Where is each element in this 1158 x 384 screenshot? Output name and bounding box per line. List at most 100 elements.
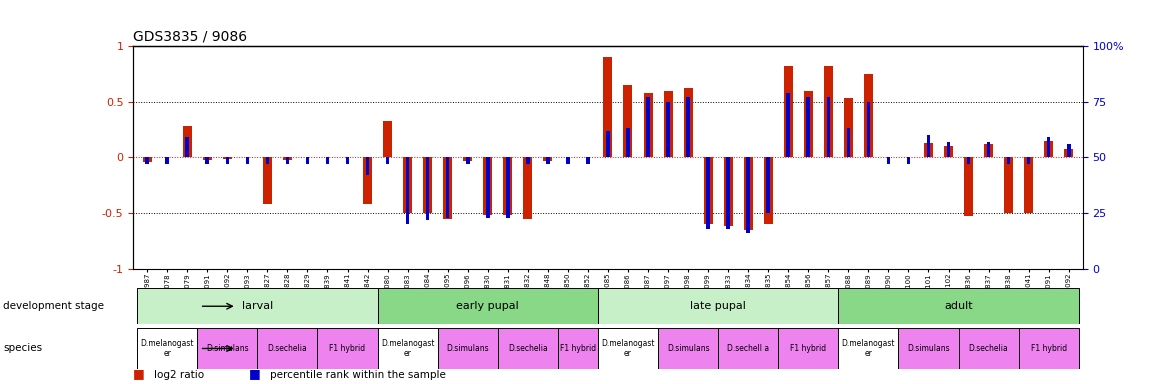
Bar: [687, 97, 690, 157]
Bar: [543, 157, 552, 161]
Bar: [718, 328, 778, 369]
Bar: [423, 157, 432, 213]
Bar: [987, 142, 990, 157]
Bar: [265, 157, 269, 164]
Text: F1 hybrid: F1 hybrid: [559, 344, 596, 353]
Text: log2 ratio: log2 ratio: [154, 370, 204, 380]
Bar: [498, 328, 558, 369]
Bar: [283, 157, 292, 160]
Bar: [137, 328, 197, 369]
Bar: [166, 157, 169, 164]
Bar: [306, 157, 309, 164]
Bar: [724, 157, 733, 227]
Bar: [526, 157, 529, 164]
Bar: [386, 157, 389, 164]
Bar: [1019, 328, 1079, 369]
Text: D.melanogast
er: D.melanogast er: [842, 339, 895, 358]
Bar: [598, 328, 658, 369]
Bar: [226, 157, 229, 164]
Bar: [1045, 141, 1053, 157]
Bar: [205, 157, 210, 164]
Bar: [523, 157, 533, 219]
Bar: [784, 66, 793, 157]
Text: larval: larval: [242, 301, 273, 311]
Bar: [778, 328, 838, 369]
Bar: [1067, 144, 1070, 157]
Text: percentile rank within the sample: percentile rank within the sample: [270, 370, 446, 380]
Text: D.melanogast
er: D.melanogast er: [381, 339, 434, 358]
Bar: [547, 157, 550, 164]
Text: D.simulans: D.simulans: [667, 344, 710, 353]
Text: D.sechelia: D.sechelia: [267, 344, 307, 353]
Bar: [959, 328, 1019, 369]
Bar: [926, 135, 930, 157]
Bar: [963, 157, 973, 217]
Bar: [463, 157, 472, 161]
Bar: [967, 157, 970, 164]
Bar: [1047, 137, 1050, 157]
Bar: [887, 157, 891, 164]
Bar: [438, 328, 498, 369]
Text: development stage: development stage: [3, 301, 104, 311]
Bar: [827, 97, 830, 157]
Bar: [704, 157, 712, 224]
Bar: [984, 144, 994, 157]
Bar: [623, 85, 632, 157]
Bar: [142, 157, 152, 162]
Bar: [506, 157, 510, 218]
Bar: [899, 328, 959, 369]
Bar: [806, 97, 811, 157]
Bar: [446, 157, 449, 218]
Bar: [378, 288, 598, 324]
Bar: [257, 328, 317, 369]
Bar: [1064, 149, 1073, 157]
Bar: [664, 91, 673, 157]
Bar: [944, 146, 953, 157]
Bar: [466, 157, 469, 164]
Bar: [146, 157, 149, 164]
Bar: [405, 157, 410, 224]
Bar: [747, 157, 750, 233]
Bar: [706, 157, 710, 229]
Bar: [364, 157, 372, 204]
Bar: [183, 126, 192, 157]
Bar: [325, 157, 329, 164]
Bar: [726, 157, 730, 229]
Bar: [838, 328, 899, 369]
Bar: [866, 102, 870, 157]
Text: F1 hybrid: F1 hybrid: [1031, 344, 1067, 353]
Bar: [804, 91, 813, 157]
Bar: [924, 143, 933, 157]
Bar: [483, 157, 492, 215]
Text: D.sechelia: D.sechelia: [969, 344, 1009, 353]
Bar: [504, 157, 512, 215]
Text: F1 hybrid: F1 hybrid: [330, 344, 366, 353]
Bar: [1027, 157, 1031, 164]
Bar: [366, 157, 369, 175]
Bar: [346, 157, 350, 164]
Bar: [864, 74, 873, 157]
Bar: [1004, 157, 1013, 213]
Bar: [626, 129, 630, 157]
Text: adult: adult: [944, 301, 973, 311]
Bar: [838, 288, 1079, 324]
Text: D.melanogast
er: D.melanogast er: [601, 339, 654, 358]
Text: GDS3835 / 9086: GDS3835 / 9086: [133, 30, 248, 43]
Text: D.simulans: D.simulans: [446, 344, 489, 353]
Bar: [558, 328, 598, 369]
Bar: [598, 288, 838, 324]
Bar: [222, 157, 232, 159]
Text: ■: ■: [249, 367, 261, 380]
Bar: [743, 157, 753, 230]
Bar: [767, 157, 770, 213]
Bar: [666, 102, 669, 157]
Text: D.simulans: D.simulans: [206, 344, 249, 353]
Text: D.sechelia: D.sechelia: [508, 344, 548, 353]
Bar: [426, 157, 430, 220]
Bar: [286, 157, 290, 164]
Bar: [764, 157, 772, 224]
Text: early pupal: early pupal: [456, 301, 519, 311]
Bar: [947, 142, 951, 157]
Bar: [383, 121, 393, 157]
Text: species: species: [3, 343, 43, 354]
